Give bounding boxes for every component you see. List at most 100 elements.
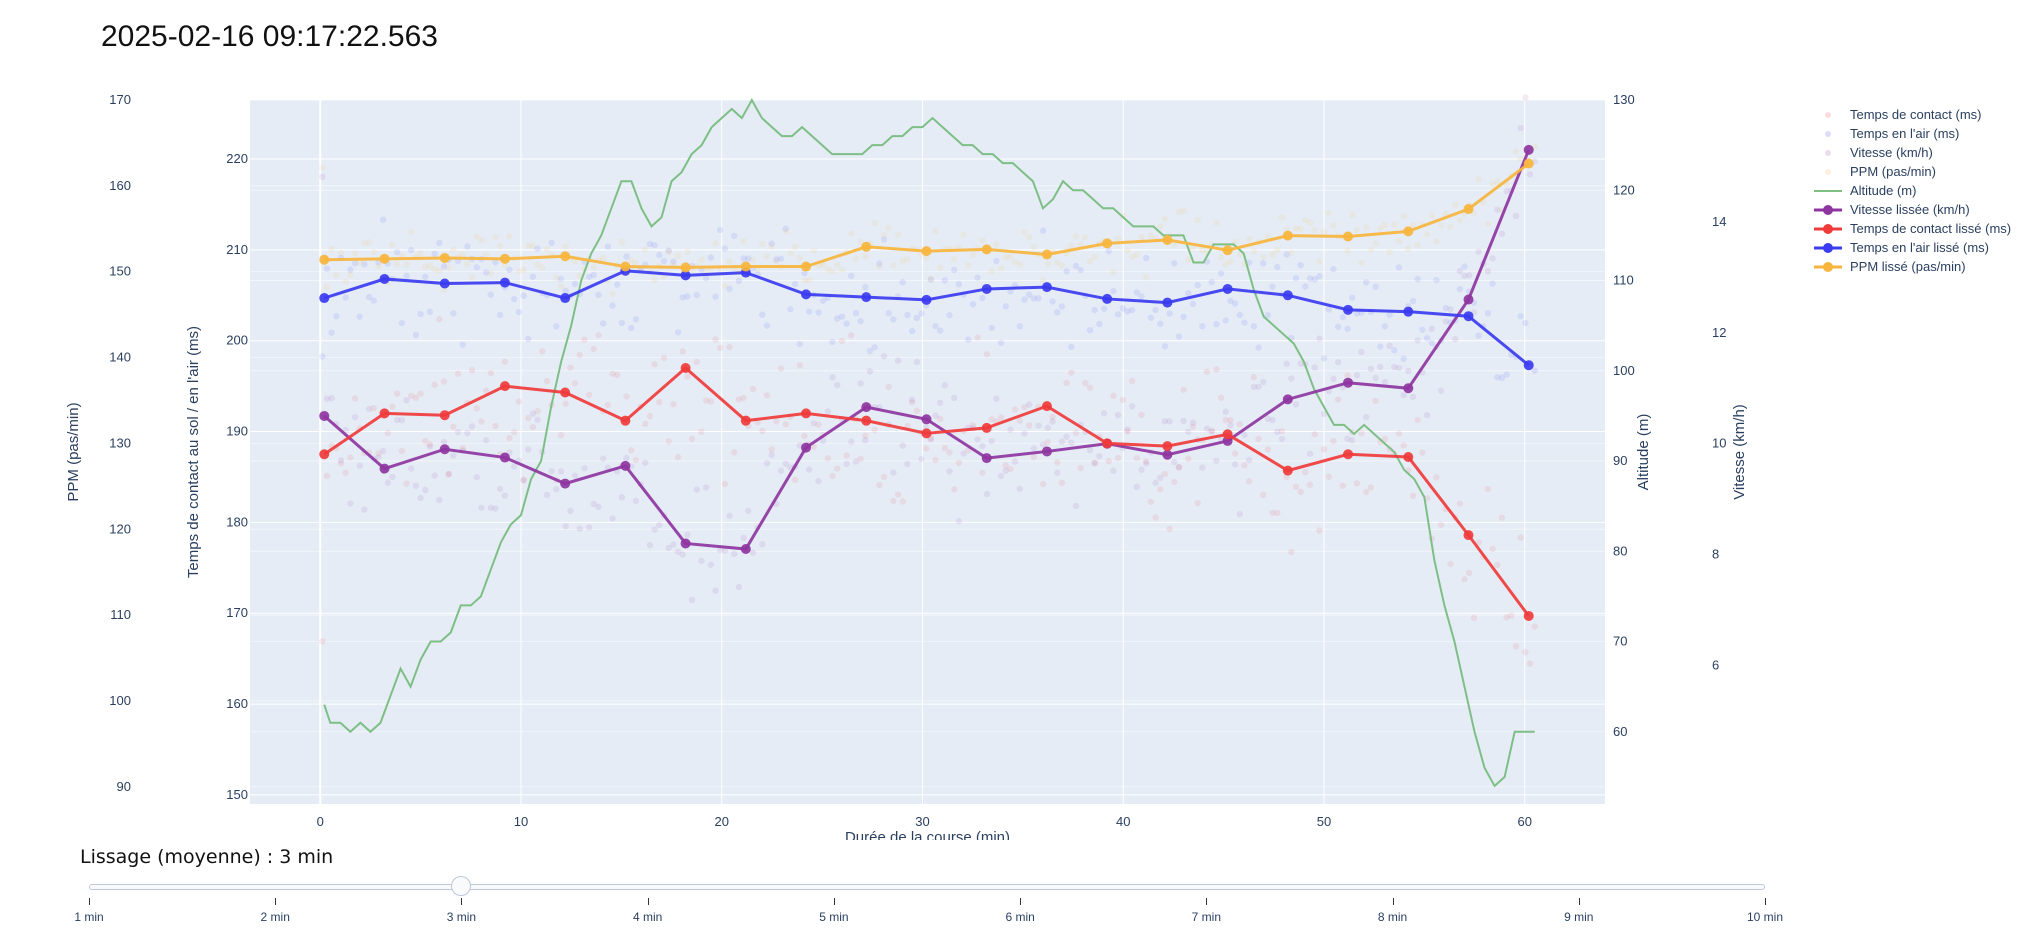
raw-point bbox=[777, 255, 785, 262]
raw-point bbox=[1044, 424, 1052, 431]
legend-marker bbox=[1823, 262, 1833, 272]
raw-point bbox=[590, 345, 597, 353]
raw-point bbox=[913, 314, 921, 322]
raw-point bbox=[819, 297, 827, 304]
altitude-tick-label: 110 bbox=[1613, 273, 1634, 288]
raw-point bbox=[1269, 509, 1276, 516]
raw-point bbox=[393, 390, 401, 397]
smoothed-point bbox=[1282, 290, 1293, 301]
legend-item[interactable]: Temps en l'air lissé (ms) bbox=[1814, 240, 1989, 255]
raw-point bbox=[880, 353, 888, 360]
raw-point bbox=[1456, 217, 1464, 224]
raw-point bbox=[1264, 415, 1272, 423]
raw-point bbox=[838, 266, 846, 273]
raw-point bbox=[1330, 222, 1337, 229]
raw-point bbox=[674, 548, 682, 556]
raw-point bbox=[862, 437, 869, 444]
raw-point bbox=[1217, 394, 1225, 401]
legend-item[interactable]: Vitesse (km/h) bbox=[1825, 145, 1933, 160]
raw-point bbox=[1142, 460, 1150, 467]
raw-point bbox=[347, 266, 354, 273]
legend[interactable]: Temps de contact (ms) Temps en l'air (ms)… bbox=[1814, 107, 2011, 274]
smoothed-point bbox=[439, 278, 450, 289]
raw-point bbox=[553, 323, 560, 330]
raw-point bbox=[1058, 479, 1066, 486]
legend-item[interactable]: Temps en l'air (ms) bbox=[1825, 126, 1959, 141]
raw-point bbox=[993, 257, 1000, 265]
legend-item[interactable]: Temps de contact (ms) bbox=[1825, 107, 1982, 122]
raw-point bbox=[1447, 560, 1454, 568]
raw-point bbox=[1199, 247, 1206, 254]
smoothed-point bbox=[1162, 297, 1173, 308]
raw-point bbox=[468, 423, 476, 430]
raw-point bbox=[763, 322, 771, 329]
raw-point bbox=[454, 428, 462, 436]
raw-point bbox=[525, 242, 532, 249]
smoothing-slider-handle[interactable] bbox=[451, 876, 472, 896]
raw-point bbox=[1330, 437, 1337, 445]
raw-point bbox=[908, 327, 916, 335]
raw-point bbox=[590, 264, 597, 271]
smoothed-point bbox=[1041, 401, 1052, 412]
smoothed-point bbox=[981, 422, 992, 433]
raw-point bbox=[927, 436, 935, 443]
raw-point bbox=[894, 491, 902, 498]
raw-point bbox=[1437, 387, 1445, 394]
raw-point bbox=[979, 469, 986, 477]
raw-point bbox=[440, 263, 448, 270]
raw-point bbox=[1054, 259, 1061, 267]
raw-point bbox=[1381, 435, 1389, 443]
raw-point bbox=[403, 261, 410, 268]
smoothed-point bbox=[921, 246, 932, 257]
smoothed-point bbox=[1102, 438, 1113, 449]
raw-point bbox=[543, 377, 551, 385]
raw-point bbox=[1358, 430, 1365, 437]
raw-point bbox=[1152, 514, 1159, 521]
raw-point bbox=[525, 335, 532, 343]
raw-point bbox=[651, 526, 658, 533]
legend-item[interactable]: PPM (pas/min) bbox=[1825, 164, 1936, 179]
raw-point bbox=[1489, 280, 1496, 287]
raw-point bbox=[1016, 485, 1023, 492]
legend-item[interactable]: Altitude (m) bbox=[1814, 183, 1916, 198]
raw-point bbox=[852, 309, 860, 317]
raw-point bbox=[1353, 310, 1361, 317]
legend-item[interactable]: Temps de contact lissé (ms) bbox=[1814, 221, 2011, 236]
raw-point bbox=[1372, 397, 1379, 405]
legend-item[interactable]: PPM lissé (pas/min) bbox=[1814, 259, 1966, 274]
raw-point bbox=[1110, 287, 1117, 295]
raw-point bbox=[492, 422, 499, 430]
raw-point bbox=[1128, 253, 1136, 261]
raw-point bbox=[913, 358, 921, 366]
raw-point bbox=[1517, 313, 1524, 320]
raw-point bbox=[932, 228, 939, 235]
raw-point bbox=[1316, 335, 1323, 342]
raw-point bbox=[1456, 500, 1464, 507]
raw-point bbox=[529, 273, 537, 280]
raw-point bbox=[983, 351, 991, 358]
raw-point bbox=[440, 438, 448, 446]
smoothing-slider-track[interactable] bbox=[89, 884, 1765, 890]
raw-point bbox=[1494, 561, 1501, 569]
raw-point bbox=[885, 310, 892, 317]
raw-point bbox=[319, 638, 326, 645]
raw-point bbox=[1100, 410, 1108, 417]
raw-point bbox=[1494, 206, 1501, 213]
raw-point bbox=[651, 241, 658, 249]
smoothed-point bbox=[439, 410, 450, 421]
smoothed-point bbox=[680, 270, 691, 281]
raw-point bbox=[595, 332, 602, 339]
raw-point bbox=[347, 500, 354, 507]
raw-point bbox=[1344, 325, 1351, 333]
raw-point bbox=[1091, 459, 1098, 466]
raw-point bbox=[628, 324, 635, 332]
raw-point bbox=[604, 401, 612, 409]
raw-point bbox=[1409, 297, 1417, 305]
raw-point bbox=[1260, 260, 1267, 267]
raw-point bbox=[525, 414, 532, 422]
raw-point bbox=[937, 264, 944, 271]
legend-item[interactable]: Vitesse lissée (km/h) bbox=[1814, 202, 1970, 217]
raw-point bbox=[1358, 348, 1365, 356]
raw-point bbox=[1171, 478, 1178, 486]
raw-point bbox=[1142, 458, 1150, 465]
